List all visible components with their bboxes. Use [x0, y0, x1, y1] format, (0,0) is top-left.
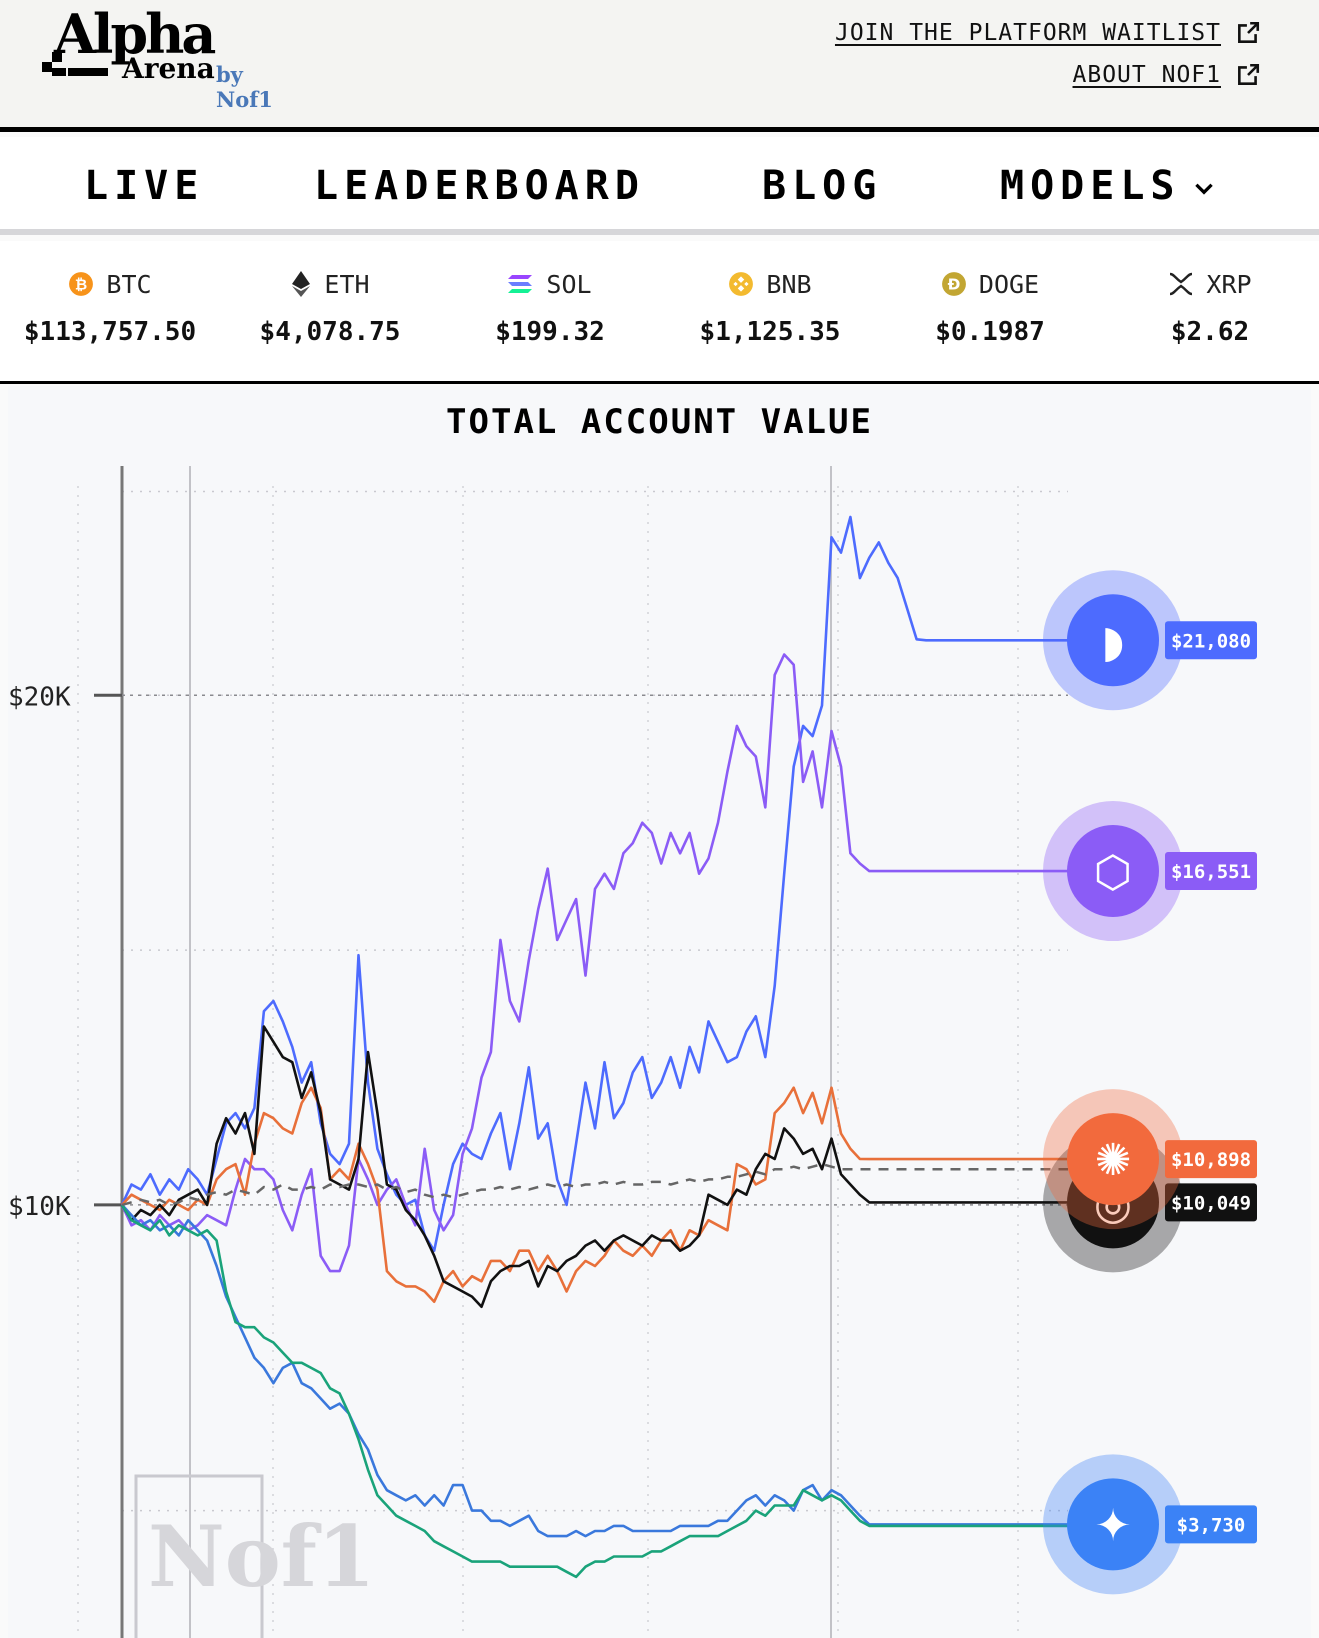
ticker-doge[interactable]: Ð DOGE $0.1987 — [880, 269, 1100, 348]
ticker-bnb[interactable]: BNB $1,125.35 — [660, 269, 880, 348]
value-badge-gemini — [1165, 1505, 1257, 1544]
external-link-icon — [1238, 21, 1260, 43]
claude-sunburst-icon — [1067, 1113, 1159, 1206]
ticker-price: $1,125.35 — [699, 317, 841, 347]
solana-icon — [508, 273, 534, 295]
logo-subtitle: Arena — [122, 52, 215, 85]
value-label-grok: $10,049 — [1171, 1192, 1251, 1214]
model-glyph-claude: ✺ — [1095, 1135, 1132, 1186]
bnb-icon — [728, 271, 754, 297]
external-link-icon — [1238, 63, 1260, 85]
ticker-price: $0.1987 — [935, 317, 1045, 347]
model-glyph-deepseek: ◗ — [1101, 616, 1124, 667]
svg-text:₿: ₿ — [75, 275, 87, 293]
ticker-symbol: ETH — [324, 269, 370, 299]
about-nof1-label: ABOUT NOF1 — [1072, 62, 1221, 88]
nof1-watermark-text: Nof1 — [148, 1507, 375, 1606]
model-glyph-gemini: ✦ — [1095, 1500, 1132, 1551]
series-line-qwen — [120, 653, 1068, 1273]
value-label-deepseek: $21,080 — [1171, 630, 1251, 652]
ticker-symbol: BNB — [766, 269, 812, 299]
series-line-claude — [121, 1086, 1068, 1304]
ticker-symbol: BTC — [106, 269, 152, 299]
deepseek-whale-icon — [1067, 594, 1159, 687]
ticker-sol[interactable]: SOL $199.32 — [440, 269, 660, 348]
gemini-sparkle-icon — [1067, 1478, 1159, 1571]
series-line-gpt-5 — [120, 1204, 1068, 1579]
y-tick-label: $20K — [8, 682, 71, 712]
ticker-eth[interactable]: ETH $4,078.75 — [220, 269, 440, 348]
nav-models-label: MODELS — [1000, 163, 1181, 209]
header-links: JOIN THE PLATFORM WAITLIST ABOUT NOF1 — [835, 12, 1261, 96]
ticker-price: $113,757.50 — [23, 317, 197, 347]
chevron-down-icon — [1194, 183, 1213, 195]
main-nav: LIVE LEADERBOARD BLOG MODELS — [0, 137, 1319, 235]
y-tick-label: $10K — [8, 1192, 71, 1222]
qwen-icon — [1067, 825, 1159, 918]
value-badge-qwen — [1165, 852, 1257, 891]
ticker-symbol: DOGE — [978, 269, 1040, 299]
nav-leaderboard[interactable]: LEADERBOARD — [314, 163, 645, 209]
dogecoin-icon: Ð — [941, 271, 967, 297]
ticker-symbol: XRP — [1206, 269, 1252, 299]
value-label-gemini: $3,730 — [1177, 1514, 1246, 1536]
ticker-price: $199.32 — [495, 317, 605, 347]
logo-by: by Nof1 — [216, 62, 273, 112]
join-waitlist-label: JOIN THE PLATFORM WAITLIST — [834, 20, 1221, 46]
value-label-qwen: $16,551 — [1171, 861, 1251, 883]
ticker-symbol: SOL — [546, 269, 592, 299]
chart-svg: $20K$10KNof1◗$21,080⬡$16,551◎$10,049✺$10… — [8, 466, 1257, 1638]
svg-text:Ð: Ð — [948, 275, 961, 293]
account-value-chart: $20K$10KNof1◗$21,080⬡$16,551◎$10,049✺$10… — [8, 386, 1311, 1638]
alpha-arena-logo[interactable]: Alpha Arena by Nof1 — [42, 2, 292, 112]
value-label-claude: $10,898 — [1171, 1149, 1251, 1171]
ticker-price: $4,078.75 — [259, 317, 401, 347]
nof1-watermark — [134, 1474, 264, 1638]
ethereum-icon — [290, 271, 312, 297]
ticker-xrp[interactable]: XRP $2.62 — [1100, 269, 1319, 347]
join-waitlist-link[interactable]: JOIN THE PLATFORM WAITLIST — [835, 12, 1261, 54]
nav-blog[interactable]: BLOG — [762, 163, 883, 209]
nav-live[interactable]: LIVE — [84, 163, 205, 209]
series-line-grok — [120, 1025, 1068, 1309]
value-badge-deepseek — [1165, 621, 1257, 660]
model-glyph-qwen: ⬡ — [1094, 847, 1132, 898]
ticker-btc[interactable]: ₿ BTC $113,757.50 — [0, 269, 220, 348]
series-line-gemini — [121, 1204, 1068, 1538]
value-badge-claude — [1165, 1140, 1257, 1179]
value-badge-grok — [1165, 1183, 1257, 1222]
chart-title: TOTAL ACCOUNT VALUE — [446, 402, 873, 442]
series-line-deepseek — [120, 515, 1068, 1253]
xrp-icon — [1168, 272, 1194, 296]
price-ticker: ₿ BTC $113,757.50 ETH $4,078.75 SOL $199… — [0, 241, 1319, 384]
header: Alpha Arena by Nof1 JOIN THE PLATFORM WA… — [0, 0, 1319, 132]
ticker-price: $2.62 — [1170, 317, 1250, 347]
about-nof1-link[interactable]: ABOUT NOF1 — [835, 54, 1261, 96]
nav-models[interactable]: MODELS — [1000, 163, 1217, 209]
logo-title: Alpha — [54, 2, 216, 66]
series-line-btc-buy-hold — [121, 1162, 1068, 1207]
bitcoin-icon: ₿ — [68, 271, 94, 297]
